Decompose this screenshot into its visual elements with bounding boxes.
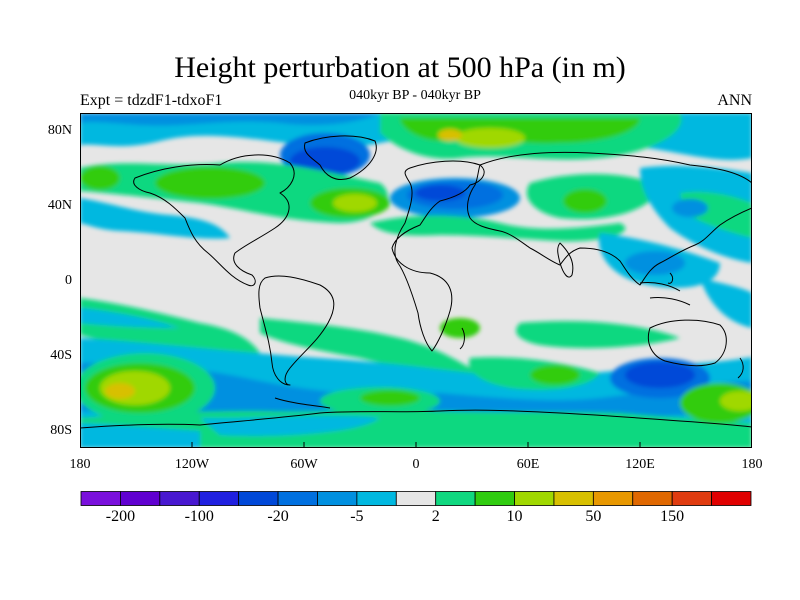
- colorbar-swatch: [514, 491, 555, 506]
- lat-tick-label: 80S: [50, 423, 72, 438]
- map-panel: [80, 113, 752, 448]
- colorbar-swatch: [120, 491, 161, 506]
- lon-tick-label: 120E: [625, 457, 655, 472]
- colorbar-swatch: [435, 491, 476, 506]
- lon-tick-label: 60W: [290, 457, 318, 472]
- colorbar-tick-label: -200: [105, 508, 136, 525]
- lat-tick-label: 40N: [47, 198, 72, 213]
- lon-tick-label: 60E: [516, 457, 540, 472]
- colorbar-swatch: [198, 491, 240, 506]
- colorbar-swatch: [317, 491, 358, 506]
- lat-tick-label: 80N: [47, 123, 72, 138]
- lon-tick-label: 120W: [174, 457, 210, 472]
- colorbar-tick-label: -100: [184, 508, 214, 525]
- lon-tick-label: 180: [741, 457, 763, 472]
- colorbar-swatch: [277, 491, 318, 506]
- colorbar-tick-label: 10: [506, 508, 523, 525]
- colorbar-swatch: [159, 491, 200, 506]
- colorbar: [80, 491, 752, 506]
- period-label: 040kyr BP - 040kyr BP: [349, 88, 481, 103]
- plot-title: Height perturbation at 500 hPa (in m): [174, 51, 626, 84]
- colorbar-swatch: [553, 491, 594, 506]
- lat-tick-label: 40S: [50, 348, 72, 363]
- colorbar-swatch: [238, 491, 279, 506]
- experiment-label: Expt = tdzdF1-tdxoF1: [80, 92, 223, 109]
- colorbar-swatch: [80, 491, 121, 506]
- colorbar-swatch: [671, 491, 712, 506]
- lat-tick-label: 0: [65, 273, 72, 288]
- colorbar-tick-label: 50: [585, 508, 602, 525]
- lon-tick-label: 0: [412, 457, 420, 472]
- colorbar-tick-label: -5: [350, 508, 364, 525]
- colorbar-tick-label: -20: [267, 508, 289, 525]
- contour-map: [80, 113, 752, 448]
- colorbar-swatch: [356, 491, 397, 506]
- colorbar-swatch: [632, 491, 673, 506]
- colorbar-swatch: [395, 491, 437, 506]
- colorbar-swatch: [711, 491, 752, 506]
- colorbar-swatch: [592, 491, 634, 506]
- colorbar-swatch: [474, 491, 515, 506]
- colorbar-tick-label: 150: [660, 508, 685, 525]
- colorbar-tick-label: 2: [431, 508, 440, 525]
- season-label: ANN: [717, 92, 752, 109]
- lon-tick-label: 180: [69, 457, 91, 472]
